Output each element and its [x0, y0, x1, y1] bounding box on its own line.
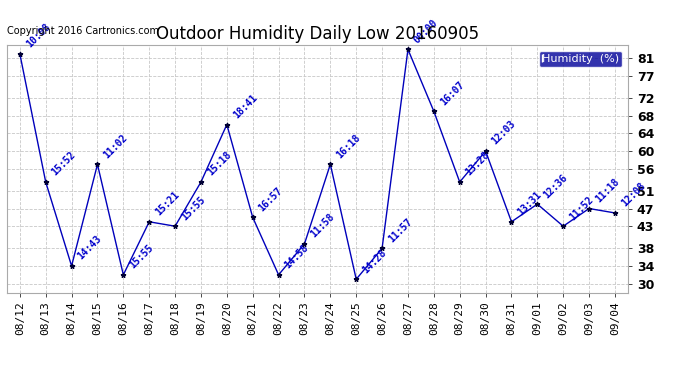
Point [480, 148, 491, 154]
Point [402, 46, 413, 53]
Text: 15:55: 15:55 [179, 194, 207, 222]
Text: 11:52: 11:52 [567, 194, 595, 222]
Text: 11:57: 11:57 [386, 216, 414, 244]
Point [273, 272, 284, 278]
Point [92, 161, 103, 167]
Text: 12:36: 12:36 [542, 172, 569, 200]
Text: 12:03: 12:03 [490, 119, 518, 147]
Point [118, 272, 129, 278]
Point [532, 201, 543, 207]
Text: 14:28: 14:28 [360, 247, 388, 275]
Point [377, 245, 388, 251]
Point [14, 51, 26, 57]
Text: 13:28: 13:28 [464, 150, 492, 178]
Text: 10:08: 10:08 [24, 22, 52, 50]
Text: 16:18: 16:18 [335, 132, 362, 160]
Point [351, 276, 362, 282]
Point [558, 223, 569, 229]
Point [170, 223, 181, 229]
Point [428, 108, 440, 114]
Point [609, 210, 620, 216]
Point [40, 179, 51, 185]
Text: 16:07: 16:07 [438, 79, 466, 107]
Text: 11:58: 11:58 [308, 212, 337, 240]
Title: Outdoor Humidity Daily Low 20160905: Outdoor Humidity Daily Low 20160905 [156, 26, 479, 44]
Text: 18:41: 18:41 [231, 93, 259, 120]
Text: 11:18: 11:18 [593, 177, 621, 204]
Point [584, 206, 595, 212]
Text: 14:43: 14:43 [76, 234, 104, 262]
Legend: Humidity  (%): Humidity (%) [539, 51, 622, 67]
Point [454, 179, 465, 185]
Point [144, 219, 155, 225]
Point [195, 179, 206, 185]
Point [325, 161, 336, 167]
Text: 13:31: 13:31 [515, 190, 544, 217]
Point [506, 219, 517, 225]
Text: 15:21: 15:21 [153, 190, 181, 217]
Text: 15:18: 15:18 [205, 150, 233, 178]
Point [221, 122, 233, 128]
Text: Copyright 2016 Cartronics.com: Copyright 2016 Cartronics.com [7, 26, 159, 36]
Text: 11:02: 11:02 [101, 132, 130, 160]
Point [299, 241, 310, 247]
Text: 12:08: 12:08 [619, 181, 647, 209]
Point [66, 263, 77, 269]
Point [247, 214, 258, 220]
Text: 14:58: 14:58 [283, 243, 310, 271]
Text: 15:55: 15:55 [128, 243, 155, 271]
Text: 15:52: 15:52 [50, 150, 78, 178]
Text: 00:00: 00:00 [412, 17, 440, 45]
Text: 16:57: 16:57 [257, 185, 285, 213]
